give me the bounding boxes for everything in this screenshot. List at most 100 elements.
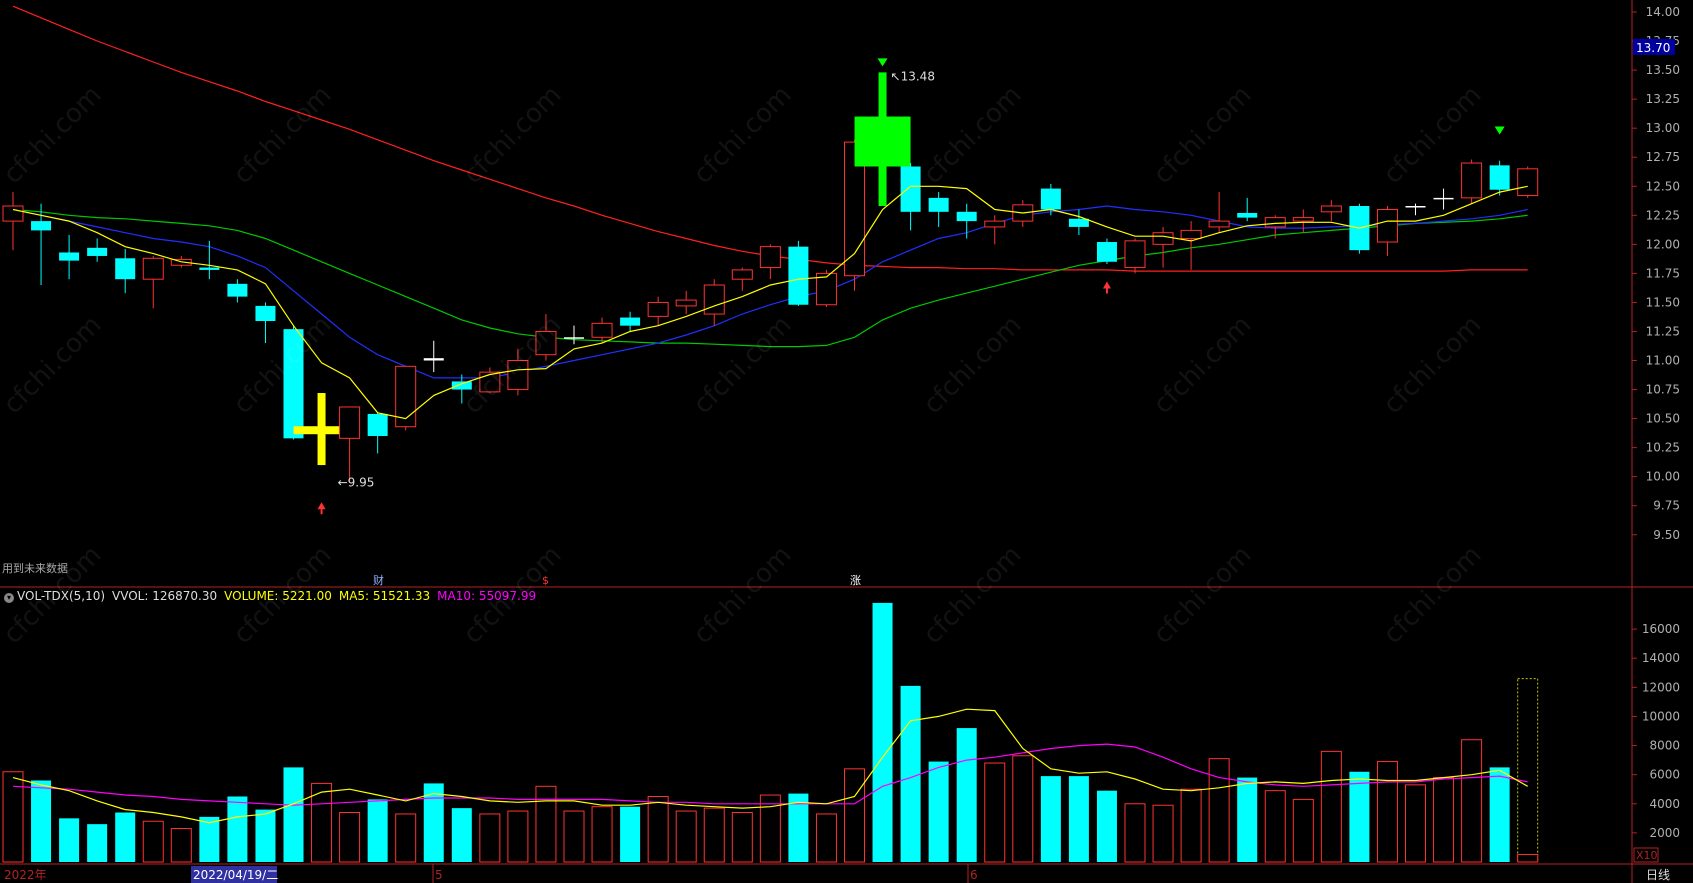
candle-body	[1152, 232, 1174, 245]
candle-body	[367, 413, 388, 437]
volume-bar	[984, 762, 1006, 863]
candle-body	[591, 322, 613, 338]
candle	[451, 374, 472, 404]
candle	[227, 279, 248, 303]
volume-bar	[620, 806, 641, 862]
candle	[1208, 192, 1230, 233]
volume-bar	[647, 796, 669, 863]
candle	[854, 72, 911, 207]
candle-body	[703, 284, 725, 315]
candle-body	[564, 337, 584, 339]
candle-body	[788, 246, 809, 305]
candle	[339, 406, 361, 483]
vol-vvol: VVOL: 126870.30	[112, 589, 218, 603]
volume-bar	[759, 794, 781, 863]
vol-indicator-name: VOL-TDX(5,10)	[17, 589, 106, 603]
candle	[956, 203, 977, 239]
buy-signal-arrow	[1102, 281, 1111, 289]
volume-bar	[339, 812, 361, 863]
volume-indicator-header: ▾ VOL-TDX(5,10) VVOL: 126870.30 VOLUME: 522…	[4, 589, 543, 603]
price-tick-label: 13.00	[1646, 121, 1680, 135]
price-tick-label: 13.25	[1646, 92, 1680, 106]
volume-bar	[507, 810, 529, 863]
volume-bar	[1489, 767, 1510, 862]
x-axis-month-label: 6	[970, 868, 978, 882]
vol-ma10: MA10: 55097.99	[437, 589, 537, 603]
volume-unit-box	[1633, 847, 1659, 863]
candle	[1124, 238, 1146, 274]
candle	[815, 269, 837, 308]
candle-body	[1405, 206, 1426, 208]
price-tick-label: 12.25	[1646, 208, 1680, 222]
volume-bar	[788, 793, 809, 862]
candle-body	[1433, 197, 1454, 200]
candle-body	[395, 365, 417, 428]
price-tick-label: 12.50	[1646, 179, 1680, 193]
volume-tick-label: 12000	[1642, 680, 1680, 694]
event-mark: $	[542, 574, 549, 587]
candle-body	[423, 358, 444, 361]
indicator-toggle-icon[interactable]: ▾	[4, 593, 14, 603]
volume-tick-label: 2000	[1649, 826, 1680, 840]
candle	[759, 244, 781, 280]
candle	[293, 393, 350, 466]
volume-bar	[535, 785, 557, 863]
price-tick-label: 13.50	[1646, 63, 1680, 77]
volume-bar	[1433, 777, 1455, 863]
candle-body	[283, 329, 304, 439]
candle-body	[1517, 168, 1539, 197]
volume-bar	[703, 807, 725, 863]
candle-body	[115, 258, 136, 280]
volume-bar	[2, 771, 24, 863]
volume-tick-label: 6000	[1649, 768, 1680, 782]
volume-bar	[255, 809, 276, 862]
candle-body	[984, 220, 1006, 228]
volume-bar	[1237, 777, 1258, 862]
candle-body	[815, 272, 837, 306]
candle	[395, 365, 417, 431]
candle	[283, 325, 304, 440]
candle-body	[1208, 220, 1230, 228]
volume-bar	[1012, 755, 1034, 863]
volume-bar	[423, 783, 444, 862]
candle-body	[731, 269, 753, 280]
candle	[1489, 160, 1510, 196]
volume-bar	[1068, 776, 1089, 862]
candle-body	[1124, 240, 1146, 269]
candle-body	[1237, 212, 1258, 218]
candle	[199, 240, 220, 280]
volume-bar	[731, 812, 753, 863]
candle-body	[1096, 242, 1117, 262]
candle	[928, 192, 949, 227]
volume-bar	[928, 761, 949, 862]
volume-bar	[31, 780, 52, 862]
volume-bar	[872, 602, 893, 862]
vol-volume: VOLUME: 5221.00	[224, 589, 332, 603]
candle	[591, 317, 613, 344]
volume-bar	[563, 810, 585, 863]
candle	[1517, 166, 1539, 198]
candle-body	[535, 330, 557, 356]
volume-projection-bar	[1517, 678, 1539, 863]
candle-body	[928, 197, 949, 212]
candle-body	[255, 305, 276, 322]
candle	[255, 302, 276, 344]
x-axis-month-label: 5	[435, 868, 443, 882]
candle	[1433, 188, 1454, 210]
volume-bar	[59, 818, 80, 862]
volume-ma5-line	[12, 708, 1528, 824]
candle-body	[1489, 165, 1510, 190]
candle-body	[759, 246, 781, 269]
volume-bar	[1208, 758, 1230, 863]
candle-body	[507, 360, 529, 391]
candle-body	[900, 166, 921, 212]
sell-signal-arrow	[877, 58, 888, 67]
price-tick-label: 10.75	[1646, 383, 1680, 397]
volume-bar	[844, 768, 865, 863]
price-tick-label: 9.50	[1653, 528, 1680, 542]
volume-bar	[1292, 798, 1314, 863]
min-price-label: ←9.95	[338, 475, 375, 489]
volume-bar	[170, 828, 192, 863]
price-tick-label: 10.00	[1646, 470, 1680, 484]
